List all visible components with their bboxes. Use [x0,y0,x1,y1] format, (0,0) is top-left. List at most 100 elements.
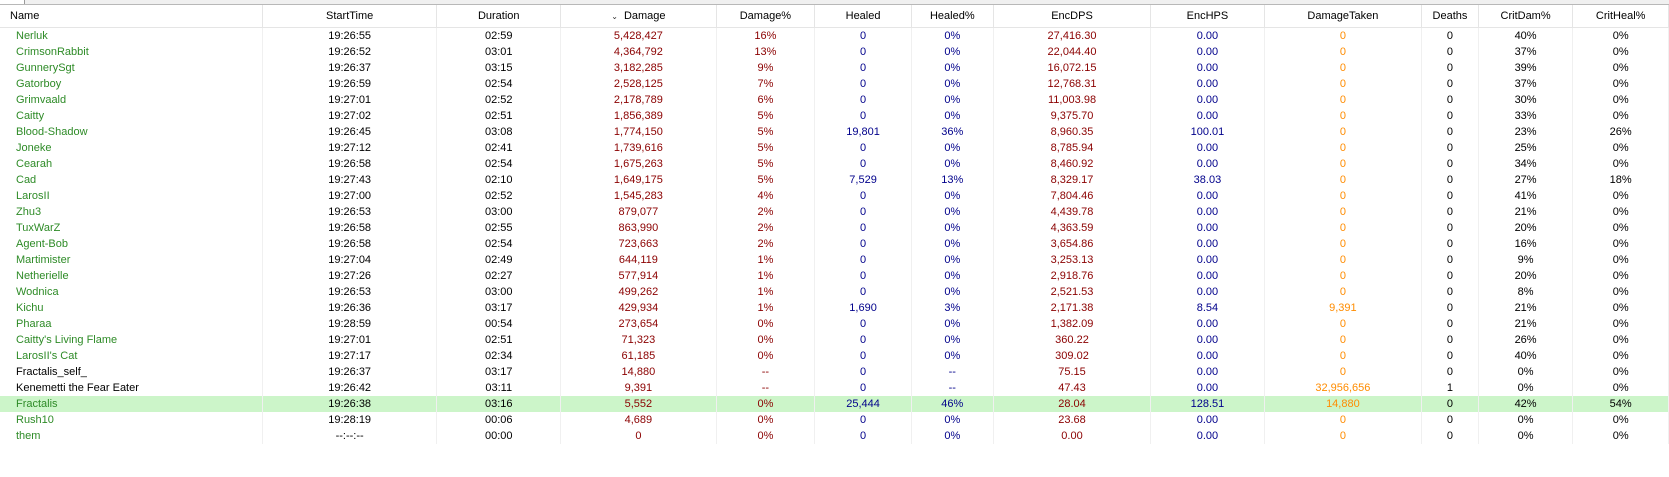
damagetaken-cell: 0 [1264,156,1423,172]
column-header-duration[interactable]: Duration [436,5,562,28]
starttime-cell: 19:26:59 [262,76,438,92]
healed-pct-cell: 0% [911,284,994,300]
duration-cell: 02:27 [436,268,562,284]
table-row[interactable]: Grimvaald 19:27:01 02:52 2,178,789 6% 0 0% 11,0… [0,92,1669,108]
table-row[interactable]: Kichu 19:26:36 03:17 429,934 1% 1,690 3% 2,171.… [0,300,1669,316]
column-header-damage[interactable]: ⌄ Damage [560,5,717,28]
critdam-pct-cell: 42% [1478,396,1574,412]
table-row[interactable]: Kenemetti the Fear Eater 19:26:42 03:11 9,3… [0,380,1669,396]
duration-cell: 03:01 [436,44,562,60]
critheal-pct-cell: 0% [1572,60,1669,76]
damagetaken-cell: 0 [1264,284,1423,300]
table-row[interactable]: Nerluk 19:26:55 02:59 5,428,427 16% 0 0% 27,416… [0,27,1669,44]
encdps-cell: 9,375.70 [993,108,1152,124]
table-row[interactable]: Caitty 19:27:02 02:51 1,856,389 5% 0 0% 9,375.7… [0,108,1669,124]
table-row[interactable]: Cad 19:27:43 02:10 1,649,175 5% 7,529 13% 8,329… [0,172,1669,188]
healed-pct-cell: 0% [911,44,994,60]
name-cell: Zhu3 [0,204,263,220]
table-row[interactable]: Fractalis 19:26:38 03:16 5,552 0% 25,444 46% 28… [0,396,1669,412]
name-cell: Cearah [0,156,263,172]
damage-cell: 1,774,150 [560,124,717,140]
duration-cell: 02:34 [436,348,562,364]
critheal-pct-cell: 0% [1572,284,1669,300]
encdps-cell: 4,439.78 [993,204,1152,220]
tab-stub[interactable] [0,0,25,4]
table-row[interactable]: Joneke 19:27:12 02:41 1,739,616 5% 0 0% 8,785.9… [0,140,1669,156]
column-header-name[interactable]: Name [0,5,263,28]
deaths-cell: 0 [1421,204,1479,220]
table-row[interactable]: LarosII's Cat 19:27:17 02:34 61,185 0% 0 0% 309… [0,348,1669,364]
damagetaken-cell: 0 [1264,252,1423,268]
healed-pct-cell: 0% [911,316,994,332]
table-row[interactable]: CrimsonRabbit 19:26:52 03:01 4,364,792 13% 0 0… [0,44,1669,60]
deaths-cell: 0 [1421,316,1479,332]
column-header-starttime[interactable]: StartTime [262,5,438,28]
name-cell: CrimsonRabbit [0,44,263,60]
column-header-encdps[interactable]: EncDPS [993,5,1152,28]
healed-cell: 0 [814,44,912,60]
column-header-deaths[interactable]: Deaths [1421,5,1479,28]
table-row[interactable]: LarosII 19:27:00 02:52 1,545,283 4% 0 0% 7,804.… [0,188,1669,204]
table-row[interactable]: Caitty's Living Flame 19:27:01 02:51 71,323… [0,332,1669,348]
damage-pct-cell: 1% [716,284,816,300]
name-cell: Cad [0,172,263,188]
column-header-enchps[interactable]: EncHPS [1150,5,1265,28]
damage-pct-cell: 5% [716,172,816,188]
encdps-cell: 75.15 [993,364,1152,380]
healed-cell: 0 [814,428,912,444]
critdam-pct-cell: 8% [1478,284,1574,300]
column-header-critheal-pct[interactable]: CritHeal% [1572,5,1669,28]
enchps-cell: 0.00 [1150,252,1265,268]
critheal-pct-cell: 0% [1572,332,1669,348]
critheal-pct-cell: 0% [1572,27,1669,44]
table-row[interactable]: Zhu3 19:26:53 03:00 879,077 2% 0 0% 4,439.78 0.0… [0,204,1669,220]
column-header-healed[interactable]: Healed [814,5,912,28]
table-row[interactable]: Rush10 19:28:19 00:06 4,689 0% 0 0% 23.68 0.00 0 0… [0,412,1669,428]
critdam-pct-cell: 21% [1478,316,1574,332]
encdps-cell: 2,918.76 [993,268,1152,284]
enchps-cell: 0.00 [1150,332,1265,348]
starttime-cell: 19:27:01 [262,92,438,108]
column-header-healed-pct[interactable]: Healed% [911,5,994,28]
damage-cell: 2,178,789 [560,92,717,108]
damagetaken-cell: 0 [1264,76,1423,92]
name-cell: LarosII's Cat [0,348,263,364]
damage-pct-cell: 6% [716,92,816,108]
critdam-pct-cell: 37% [1478,44,1574,60]
table-row[interactable]: Gatorboy 19:26:59 02:54 2,528,125 7% 0 0% 12,76… [0,76,1669,92]
column-header-critdam-pct[interactable]: CritDam% [1478,5,1574,28]
column-header-damage-pct[interactable]: Damage% [716,5,816,28]
healed-pct-cell: 36% [911,124,994,140]
table-row[interactable]: Fractalis_self_ 19:26:37 03:17 14,880 -- 0 -- 7… [0,364,1669,380]
duration-cell: 03:00 [436,284,562,300]
damage-pct-cell: 5% [716,140,816,156]
critdam-pct-cell: 27% [1478,172,1574,188]
enchps-cell: 0.00 [1150,140,1265,156]
table-row[interactable]: Cearah 19:26:58 02:54 1,675,263 5% 0 0% 8,460.9… [0,156,1669,172]
starttime-cell: 19:26:36 [262,300,438,316]
healed-pct-cell: 0% [911,268,994,284]
damage-pct-cell: 9% [716,60,816,76]
column-header-damagetaken[interactable]: DamageTaken [1264,5,1423,28]
damagetaken-cell: 0 [1264,60,1423,76]
starttime-cell: 19:26:45 [262,124,438,140]
table-row[interactable]: them --:--:-- 00:00 0 0% 0 0% 0.00 0.00 0 0 0% 0% [0,428,1669,444]
damagetaken-cell: 0 [1264,204,1423,220]
damage-cell: 879,077 [560,204,717,220]
critdam-pct-cell: 20% [1478,220,1574,236]
table-row[interactable]: Agent-Bob 19:26:58 02:54 723,663 2% 0 0% 3,654.… [0,236,1669,252]
combat-table: Name StartTime Duration ⌄ Damage Damage% … [0,5,1669,444]
healed-pct-cell: 0% [911,60,994,76]
duration-cell: 02:54 [436,156,562,172]
table-row[interactable]: Pharaa 19:28:59 00:54 273,654 0% 0 0% 1,382.09 0… [0,316,1669,332]
table-row[interactable]: Blood-Shadow 19:26:45 03:08 1,774,150 5% 19,8… [0,124,1669,140]
table-row[interactable]: TuxWarZ 19:26:58 02:55 863,990 2% 0 0% 4,363.59… [0,220,1669,236]
table-row[interactable]: Netherielle 19:27:26 02:27 577,914 1% 0 0% 2,91… [0,268,1669,284]
table-row[interactable]: Wodnica 19:26:53 03:00 499,262 1% 0 0% 2,521.53… [0,284,1669,300]
table-row[interactable]: GunnerySgt 19:26:37 03:15 3,182,285 9% 0 0% 16,… [0,60,1669,76]
damagetaken-cell: 0 [1264,140,1423,156]
table-row[interactable]: Martimister 19:27:04 02:49 644,119 1% 0 0% 3,25… [0,252,1669,268]
damage-cell: 5,428,427 [560,27,717,44]
duration-cell: 03:17 [436,300,562,316]
encdps-cell: 23.68 [993,412,1152,428]
